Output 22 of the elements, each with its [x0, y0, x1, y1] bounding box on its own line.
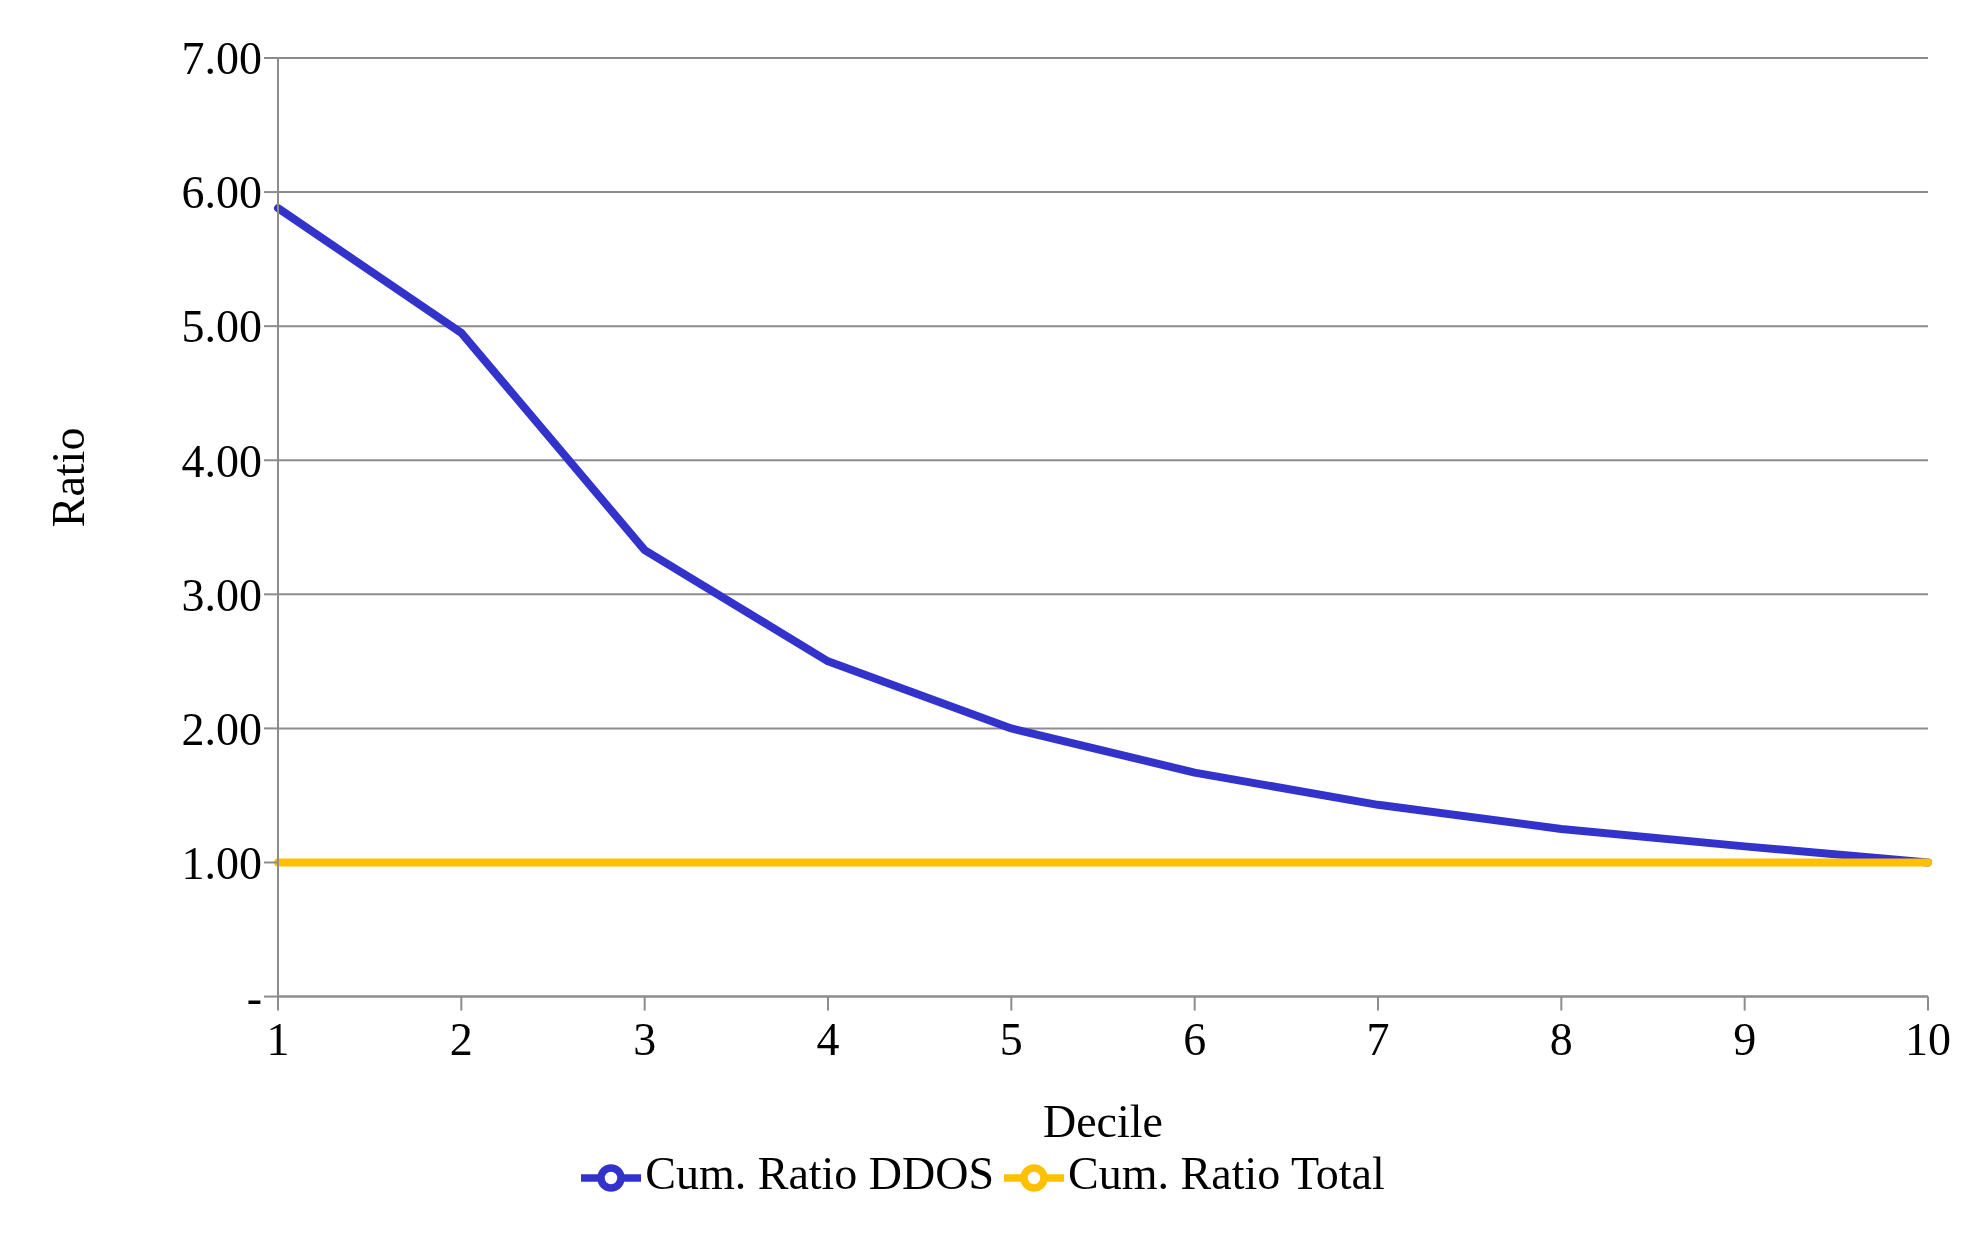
x-tick-label: 2	[449, 1014, 473, 1066]
y-tick-label: 7.00	[181, 33, 262, 85]
legend-label: Cum. Ratio DDOS	[645, 1147, 995, 1199]
y-tick-label: 1.00	[181, 837, 262, 889]
x-tick-label: 10	[1905, 1014, 1951, 1066]
x-tick-label: 8	[1549, 1014, 1573, 1066]
legend-label: Cum. Ratio Total	[1068, 1147, 1385, 1199]
y-tick-label: 5.00	[181, 301, 262, 353]
y-tick-label: 2.00	[181, 703, 262, 755]
x-tick-label: 5	[999, 1014, 1023, 1066]
x-tick-label: 6	[1183, 1014, 1207, 1066]
x-tick-label: 3	[633, 1014, 657, 1066]
y-axis-title: Ratio	[43, 427, 95, 528]
y-tick-label: 6.00	[181, 167, 262, 219]
x-axis-title: Decile	[1042, 1095, 1164, 1147]
x-tick-label: 9	[1733, 1014, 1757, 1066]
x-tick-label: 4	[816, 1014, 840, 1066]
y-tick-label: 3.00	[181, 569, 262, 621]
y-tick-label: 4.00	[181, 435, 262, 487]
y-tick-label: -	[246, 971, 262, 1023]
x-tick-label: 1	[266, 1014, 290, 1066]
x-tick-label: 7	[1366, 1014, 1390, 1066]
